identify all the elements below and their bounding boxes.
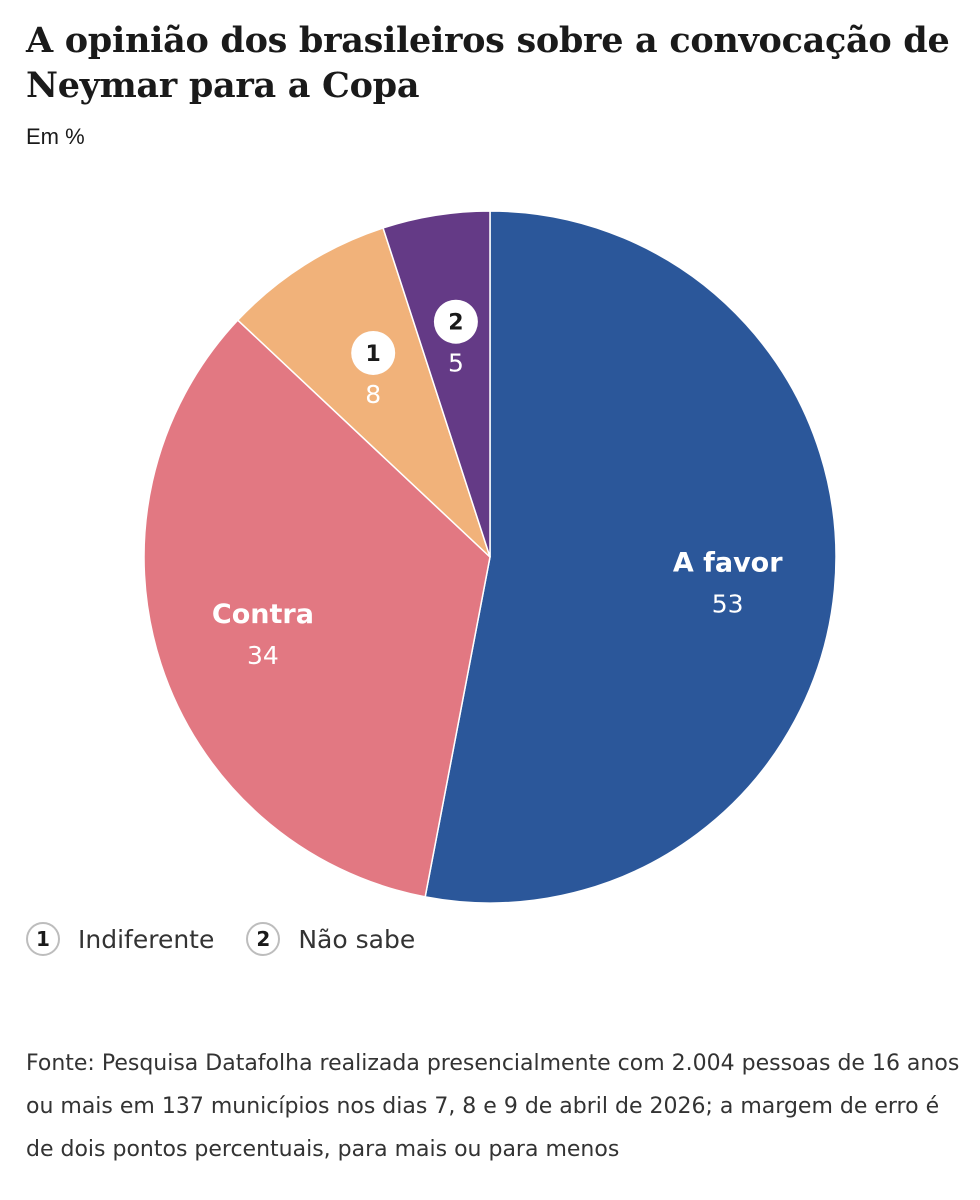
legend-badge-2: 2	[246, 922, 281, 956]
slice-marker-badge-indiferente	[351, 330, 396, 375]
slice-indiferente	[236, 226, 491, 558]
slice-value-a-favor: 53	[712, 589, 744, 618]
slice-marker-indiferente: 1	[366, 342, 381, 367]
legend-badge-1: 1	[26, 922, 60, 956]
slice-nao-sabe	[382, 210, 491, 558]
chart-subtitle: Em %	[26, 124, 85, 149]
legend-label-indiferente: Indiferente	[78, 924, 215, 954]
slice-value-indiferente: 8	[365, 380, 381, 409]
slice-marker-nao-sabe: 2	[448, 311, 463, 336]
slice-value-nao-sabe: 5	[448, 349, 464, 378]
slice-value-contra: 34	[247, 641, 279, 670]
source-note: Fonte: Pesquisa Datafolha realizada pres…	[26, 1051, 960, 1162]
slice-label-a-favor: A favor	[673, 547, 783, 578]
legend-item-nao-sabe: 2 Não sabe	[246, 922, 415, 956]
legend-item-indiferente: 1 Indiferente	[26, 922, 214, 956]
chart-title: A opinião dos brasileiros sobre a convoc…	[26, 20, 950, 106]
legend-label-nao-sabe: Não sabe	[298, 924, 416, 954]
slice-marker-badge-nao-sabe	[433, 299, 478, 344]
pie-slices	[143, 210, 837, 904]
slice-label-contra: Contra	[212, 599, 314, 630]
slice-a-favor	[424, 210, 837, 904]
legend: 1 Indiferente 2 Não sabe	[26, 922, 447, 956]
slice-contra	[143, 319, 491, 898]
